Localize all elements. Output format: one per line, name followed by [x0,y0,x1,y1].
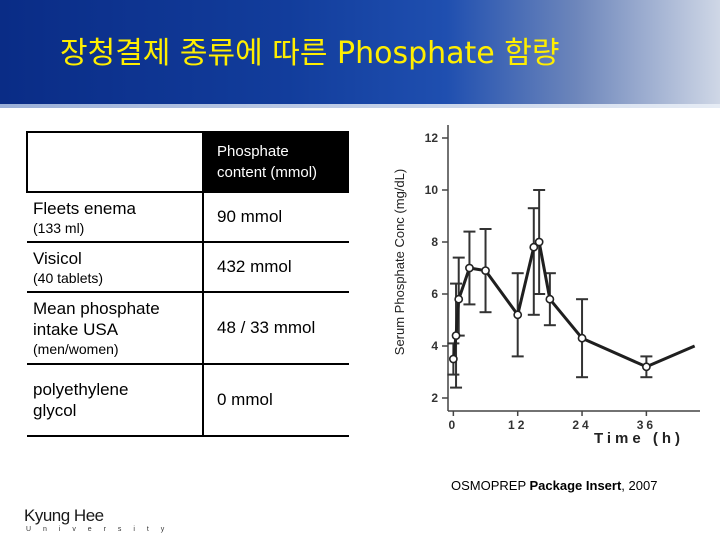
row-note: (133 ml) [33,219,85,236]
row-name: Mean phosphate intake USA [33,299,160,339]
y-tick-label: 8 [431,235,438,249]
table-row: Mean phosphate intake USA (men/women) 48… [27,292,349,365]
row-note: (men/women) [33,341,119,357]
university-logo: Kyung Hee [24,506,104,525]
citation: OSMOPREP Package Insert, 2007 [451,478,657,493]
banner-divider [0,104,720,108]
y-tick-label: 6 [431,287,438,301]
citation-title: Package Insert [529,478,622,493]
table-header-row: Phosphate content (mmol) [26,131,349,193]
slide-title: 장청결제 종류에 따른 Phosphate 함량 [60,36,560,71]
data-point [641,362,651,372]
row-value: 432 mmol [203,242,349,293]
header-phosphate-cell: Phosphate content (mmol) [203,131,349,193]
data-point [534,237,544,247]
data-point [577,333,587,343]
data-point [465,263,474,273]
row-value: 48 / 33 mmol [203,292,349,365]
data-point [451,331,461,340]
data-point [513,310,523,320]
y-tick-label: 4 [431,339,438,353]
phosphate-table: Phosphate content (mmol) Fleets enema (1… [26,131,349,437]
row-name: Visicol [33,248,82,268]
x-tick-label: 36 [637,418,656,432]
data-point [454,294,464,304]
data-point [545,294,555,304]
header-line-1: Phosphate [217,143,289,160]
data-point [448,354,458,364]
x-tick-label: 24 [572,418,591,432]
header-line-2: content (mmol) [217,164,318,181]
x-tick-label: 0 [449,418,459,432]
data-point [529,242,539,252]
row-name: Fleets enema [33,198,136,218]
table-row: Visicol (40 tablets) 432 mmol [27,242,349,293]
table-row: polyethylene glycol 0 mmol [27,364,349,437]
row-value: 90 mmol [203,192,349,243]
citation-year: , 2007 [621,478,658,493]
citation-source: OSMOPREP [451,478,530,493]
series-line [451,240,696,369]
header-empty-cell [26,131,204,193]
row-name: polyethylene glycol [33,380,129,420]
serum-phosphate-chart: Serum Phosphate Conc (mg/dL) Time (h) 24… [392,125,700,447]
y-tick-label: 12 [425,131,439,145]
title-banner: 장청결제 종류에 따른 Phosphate 함량 [0,0,720,108]
y-tick-label: 2 [431,391,438,405]
data-point [481,266,490,275]
university-logo-subtitle: U n i v e r s i t y [26,526,170,533]
x-axis-label: Time (h) [594,430,684,447]
row-note: (40 tablets) [33,269,104,286]
y-axis-label: Serum Phosphate Conc (mg/dL) [392,169,407,355]
y-tick-label: 10 [425,183,439,197]
x-tick-label: 12 [508,418,527,432]
row-value: 0 mmol [203,364,349,437]
table-row: Fleets enema (133 ml) 90 mmol [27,192,349,243]
